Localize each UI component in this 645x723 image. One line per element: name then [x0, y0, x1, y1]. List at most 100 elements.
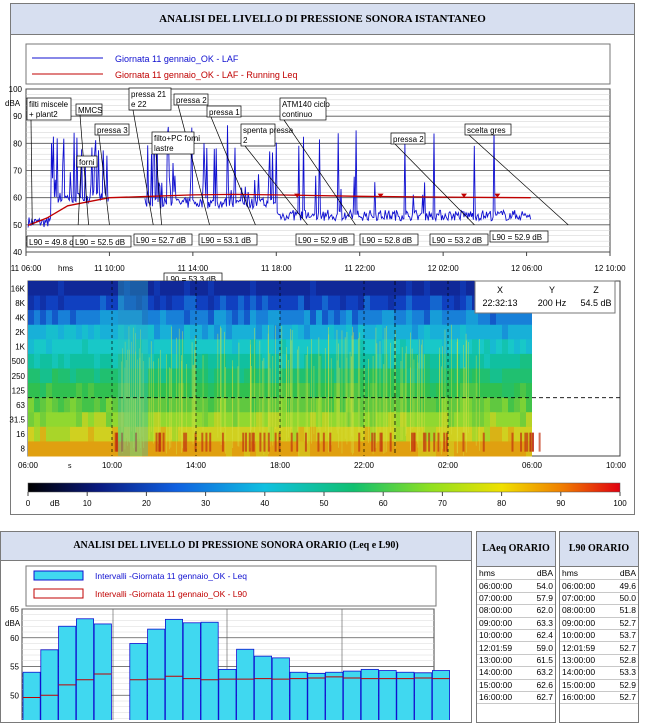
legend-laf: Giornata 11 gennaio_OK - LAF — [115, 54, 239, 64]
freq-tick: 125 — [12, 386, 26, 395]
leq-bar — [360, 668, 379, 720]
svg-text:+ plant2: + plant2 — [29, 110, 58, 119]
table-row: 07:00:00 57.9 — [477, 592, 555, 606]
scale-tick: 90 — [556, 499, 565, 508]
leq-bar — [342, 670, 361, 720]
top-ytick: 90 — [13, 112, 22, 121]
svg-text:continuo: continuo — [282, 110, 313, 119]
leq-bar — [253, 655, 272, 720]
laeq-table-title: LAeq ORARIO — [476, 531, 556, 567]
hourly-ytick: 50 — [10, 691, 19, 700]
table-row: 10:00:00 53.7 — [560, 629, 638, 643]
freq-tick: 8 — [21, 445, 26, 454]
event-annotation: forni — [76, 155, 98, 225]
top-xtick: 11 10:00 — [94, 264, 125, 273]
spec-xtick: 22:00 — [354, 461, 375, 470]
svg-text:pressa 3: pressa 3 — [97, 126, 128, 135]
leq-bar — [414, 672, 433, 720]
table-row: 14:00:00 63.2 — [477, 666, 555, 680]
spec-xtick: 06:00 — [18, 461, 39, 470]
scale-tick: 80 — [497, 499, 506, 508]
l90-table-title: L90 ORARIO — [559, 531, 639, 567]
svg-text:L90 = 52.9 dB: L90 = 52.9 dB — [492, 233, 542, 242]
table-row: 13:00:00 52.8 — [560, 654, 638, 668]
scale-unit: dB — [50, 499, 60, 508]
hourly-ylabel: dBA — [5, 619, 21, 628]
top-ytick: 40 — [13, 248, 22, 257]
table-row: 08:00:00 62.0 — [477, 604, 555, 618]
svg-text:L90 = 52.7 dB: L90 = 52.7 dB — [136, 236, 186, 245]
scale-tick: 20 — [142, 499, 151, 508]
freq-tick: 16 — [16, 430, 25, 439]
event-annotation: pressa 2 — [390, 132, 475, 226]
l90-table: hms dBA 06:00:00 49.6 07:00:00 50.0 08:00:00 5… — [560, 568, 638, 705]
top-xtick: 11 22:00 — [344, 264, 375, 273]
hourly-chart: Intervalli -Giornata 11 gennaio_OK - Leq… — [5, 565, 450, 720]
top-xtick: 12 06:00 — [511, 264, 543, 273]
svg-text:Z: Z — [593, 285, 599, 295]
table-row: 09:00:00 63.3 — [477, 617, 555, 630]
hourly-ytick: 55 — [10, 663, 19, 672]
svg-text:L90 = 52.8 dB: L90 = 52.8 dB — [362, 236, 412, 245]
top-xtick: 12 02:00 — [428, 264, 460, 273]
cursor-x: 22:32:13 — [482, 298, 517, 308]
leq-bar — [289, 671, 308, 720]
leq-marker — [294, 193, 301, 198]
scale-tick: 60 — [379, 499, 388, 508]
svg-text:L90 = 52.5 dB: L90 = 52.5 dB — [75, 238, 125, 247]
scale-tick: 40 — [260, 499, 269, 508]
freq-tick: 4K — [15, 313, 25, 322]
leq-bar — [396, 671, 415, 720]
scale-tick: 70 — [438, 499, 447, 508]
l90-label: L90 = 52.7 dB — [133, 233, 193, 246]
top-ytick: 70 — [13, 167, 22, 176]
cursor-y: 200 Hz — [538, 298, 567, 308]
freq-tick: 63 — [16, 401, 25, 410]
l90-label: L90 = 53.2 dB — [429, 233, 489, 246]
leq-bar — [236, 648, 255, 720]
top-ytick: 80 — [13, 139, 22, 148]
freq-tick: 250 — [12, 372, 26, 381]
table-row: 16:00:00 52.7 — [560, 691, 638, 705]
l90-label: L90 = 52.9 dB — [489, 230, 549, 243]
hourly-legend-leq: Intervalli -Giornata 11 gennaio_OK - Leq — [95, 571, 247, 581]
instant-level-title: ANALISI DEL LIVELLO DI PRESSIONE SONORA … — [10, 3, 635, 35]
hourly-title: ANALISI DEL LIVELLO DI PRESSIONE SONORA … — [0, 531, 472, 561]
svg-text:scelta gres: scelta gres — [467, 126, 506, 135]
scale-tick: 10 — [83, 499, 92, 508]
table-row: 13:00:00 61.5 — [477, 654, 555, 668]
laeq-table-panel: LAeq ORARIO hms dBA 06:00:00 54.0 07:00:00 5… — [476, 531, 556, 723]
svg-text:filto+PC forni: filto+PC forni — [154, 134, 200, 143]
svg-text:ATM140 ciclo: ATM140 ciclo — [282, 100, 330, 109]
svg-text:X: X — [497, 285, 503, 295]
svg-text:Y: Y — [549, 285, 555, 295]
top-xunit: hms — [58, 264, 73, 273]
svg-text:L90 = 49.8 dB: L90 = 49.8 dB — [29, 238, 79, 247]
event-annotation: pressa 2 — [173, 93, 210, 225]
leq-bar — [76, 618, 95, 720]
hourly-ytick: 60 — [10, 634, 19, 643]
spec-xtick: 14:00 — [186, 461, 207, 470]
top-ytick: 60 — [13, 194, 22, 203]
scale-tick: 100 — [613, 499, 627, 508]
leq-marker — [377, 193, 384, 198]
hourly-ytick: 65 — [10, 605, 19, 614]
svg-text:2: 2 — [243, 136, 248, 145]
leq-bar — [40, 649, 59, 720]
svg-text:L90 = 53.2 dB: L90 = 53.2 dB — [432, 236, 482, 245]
svg-text:filti miscele: filti miscele — [29, 100, 69, 109]
event-annotation: pressa 21e 22 — [128, 87, 172, 225]
freq-tick: 1K — [15, 343, 25, 352]
leq-bar — [200, 621, 219, 720]
cursor-z: 54.5 dB — [580, 298, 611, 308]
freq-tick: 16K — [11, 284, 26, 293]
leq-bar — [431, 670, 450, 720]
leq-bar — [22, 671, 41, 720]
laf-trace — [27, 125, 532, 228]
scale-tick: 0 — [26, 499, 31, 508]
svg-text:pressa 21: pressa 21 — [131, 90, 167, 99]
top-xtick: 11 18:00 — [261, 264, 292, 273]
